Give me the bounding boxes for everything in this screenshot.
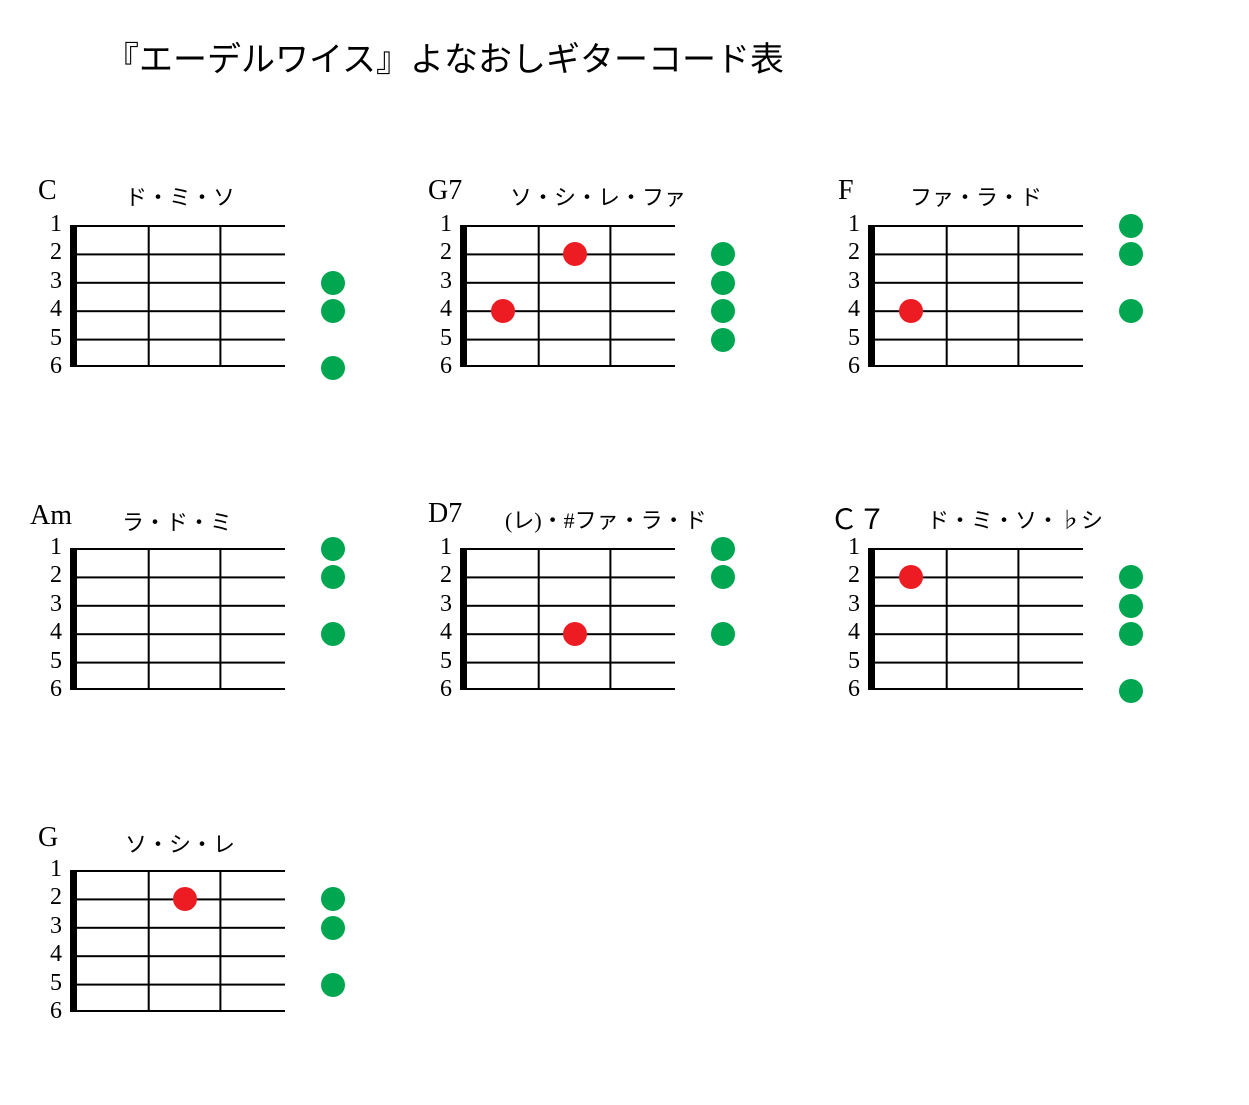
string-label: 1 (432, 534, 452, 561)
string-label: 6 (42, 353, 62, 380)
play-string-dot (321, 271, 345, 295)
chord-chart-canvas: 『エーデルワイス』よなおしギターコード表Cド・ミ・ソ123456G7ソ・シ・レ・… (0, 0, 1249, 1105)
play-string-dot (711, 565, 735, 589)
string-label: 6 (840, 353, 860, 380)
string-label: 4 (840, 619, 860, 646)
chord-notes: ソ・シ・レ・ファ (510, 180, 686, 212)
chord-name: C (38, 175, 57, 207)
string-label: 2 (42, 884, 62, 911)
string-label: 2 (42, 239, 62, 266)
string-label: 4 (840, 296, 860, 323)
fretboard (70, 225, 285, 372)
play-string-dot (1119, 622, 1143, 646)
string-label: 6 (432, 676, 452, 703)
string-label: 4 (42, 296, 62, 323)
string-label: 3 (840, 268, 860, 295)
chord-notes: ソ・シ・レ (125, 827, 235, 859)
play-string-dot (1119, 594, 1143, 618)
fretboard (460, 548, 675, 695)
finger-dot (899, 299, 923, 323)
string-label: 6 (42, 676, 62, 703)
string-label: 4 (42, 941, 62, 968)
chord-notes: ド・ミ・ソ (125, 180, 235, 212)
play-string-dot (321, 887, 345, 911)
play-string-dot (711, 271, 735, 295)
string-label: 5 (42, 325, 62, 352)
string-label: 5 (432, 648, 452, 675)
string-label: 6 (432, 353, 452, 380)
finger-dot (491, 299, 515, 323)
string-label: 1 (840, 211, 860, 238)
play-string-dot (1119, 214, 1143, 238)
string-label: 4 (42, 619, 62, 646)
finger-dot (563, 242, 587, 266)
string-label: 5 (840, 648, 860, 675)
play-string-dot (321, 565, 345, 589)
play-string-dot (321, 622, 345, 646)
play-string-dot (321, 537, 345, 561)
chord-notes: (レ)・#ファ・ラ・ド (505, 503, 707, 535)
play-string-dot (711, 622, 735, 646)
string-label: 1 (840, 534, 860, 561)
play-string-dot (321, 356, 345, 380)
chord-notes: ド・ミ・ソ・♭シ (927, 503, 1103, 535)
chord-notes: ファ・ラ・ド (910, 180, 1042, 212)
string-label: 4 (432, 296, 452, 323)
string-label: 1 (42, 211, 62, 238)
string-label: 2 (42, 562, 62, 589)
string-label: 3 (42, 913, 62, 940)
string-label: 2 (432, 239, 452, 266)
fretboard (70, 548, 285, 695)
play-string-dot (711, 299, 735, 323)
string-label: 2 (432, 562, 452, 589)
chord-name: G7 (428, 175, 462, 207)
play-string-dot (321, 299, 345, 323)
string-label: 5 (42, 648, 62, 675)
string-label: 2 (840, 239, 860, 266)
string-label: 1 (432, 211, 452, 238)
fretboard (868, 225, 1083, 372)
play-string-dot (711, 537, 735, 561)
chord-notes: ラ・ド・ミ (122, 505, 232, 537)
string-label: 5 (840, 325, 860, 352)
chord-name: G (38, 822, 58, 854)
string-label: 3 (840, 591, 860, 618)
string-label: 6 (42, 998, 62, 1025)
play-string-dot (711, 242, 735, 266)
play-string-dot (321, 916, 345, 940)
string-label: 3 (432, 268, 452, 295)
chord-name: Am (30, 500, 72, 532)
string-label: 1 (42, 856, 62, 883)
string-label: 3 (42, 268, 62, 295)
finger-dot (173, 887, 197, 911)
string-label: 3 (432, 591, 452, 618)
chord-name: F (838, 175, 854, 207)
string-label: 5 (42, 970, 62, 997)
play-string-dot (1119, 679, 1143, 703)
string-label: 4 (432, 619, 452, 646)
string-label: 5 (432, 325, 452, 352)
play-string-dot (1119, 242, 1143, 266)
play-string-dot (711, 328, 735, 352)
chord-name: D7 (428, 498, 462, 530)
string-label: 6 (840, 676, 860, 703)
finger-dot (563, 622, 587, 646)
string-label: 3 (42, 591, 62, 618)
play-string-dot (321, 973, 345, 997)
play-string-dot (1119, 565, 1143, 589)
string-label: 1 (42, 534, 62, 561)
chord-name: Ｃ７ (830, 498, 886, 538)
string-label: 2 (840, 562, 860, 589)
page-title: 『エーデルワイス』よなおしギターコード表 (105, 32, 784, 81)
play-string-dot (1119, 299, 1143, 323)
